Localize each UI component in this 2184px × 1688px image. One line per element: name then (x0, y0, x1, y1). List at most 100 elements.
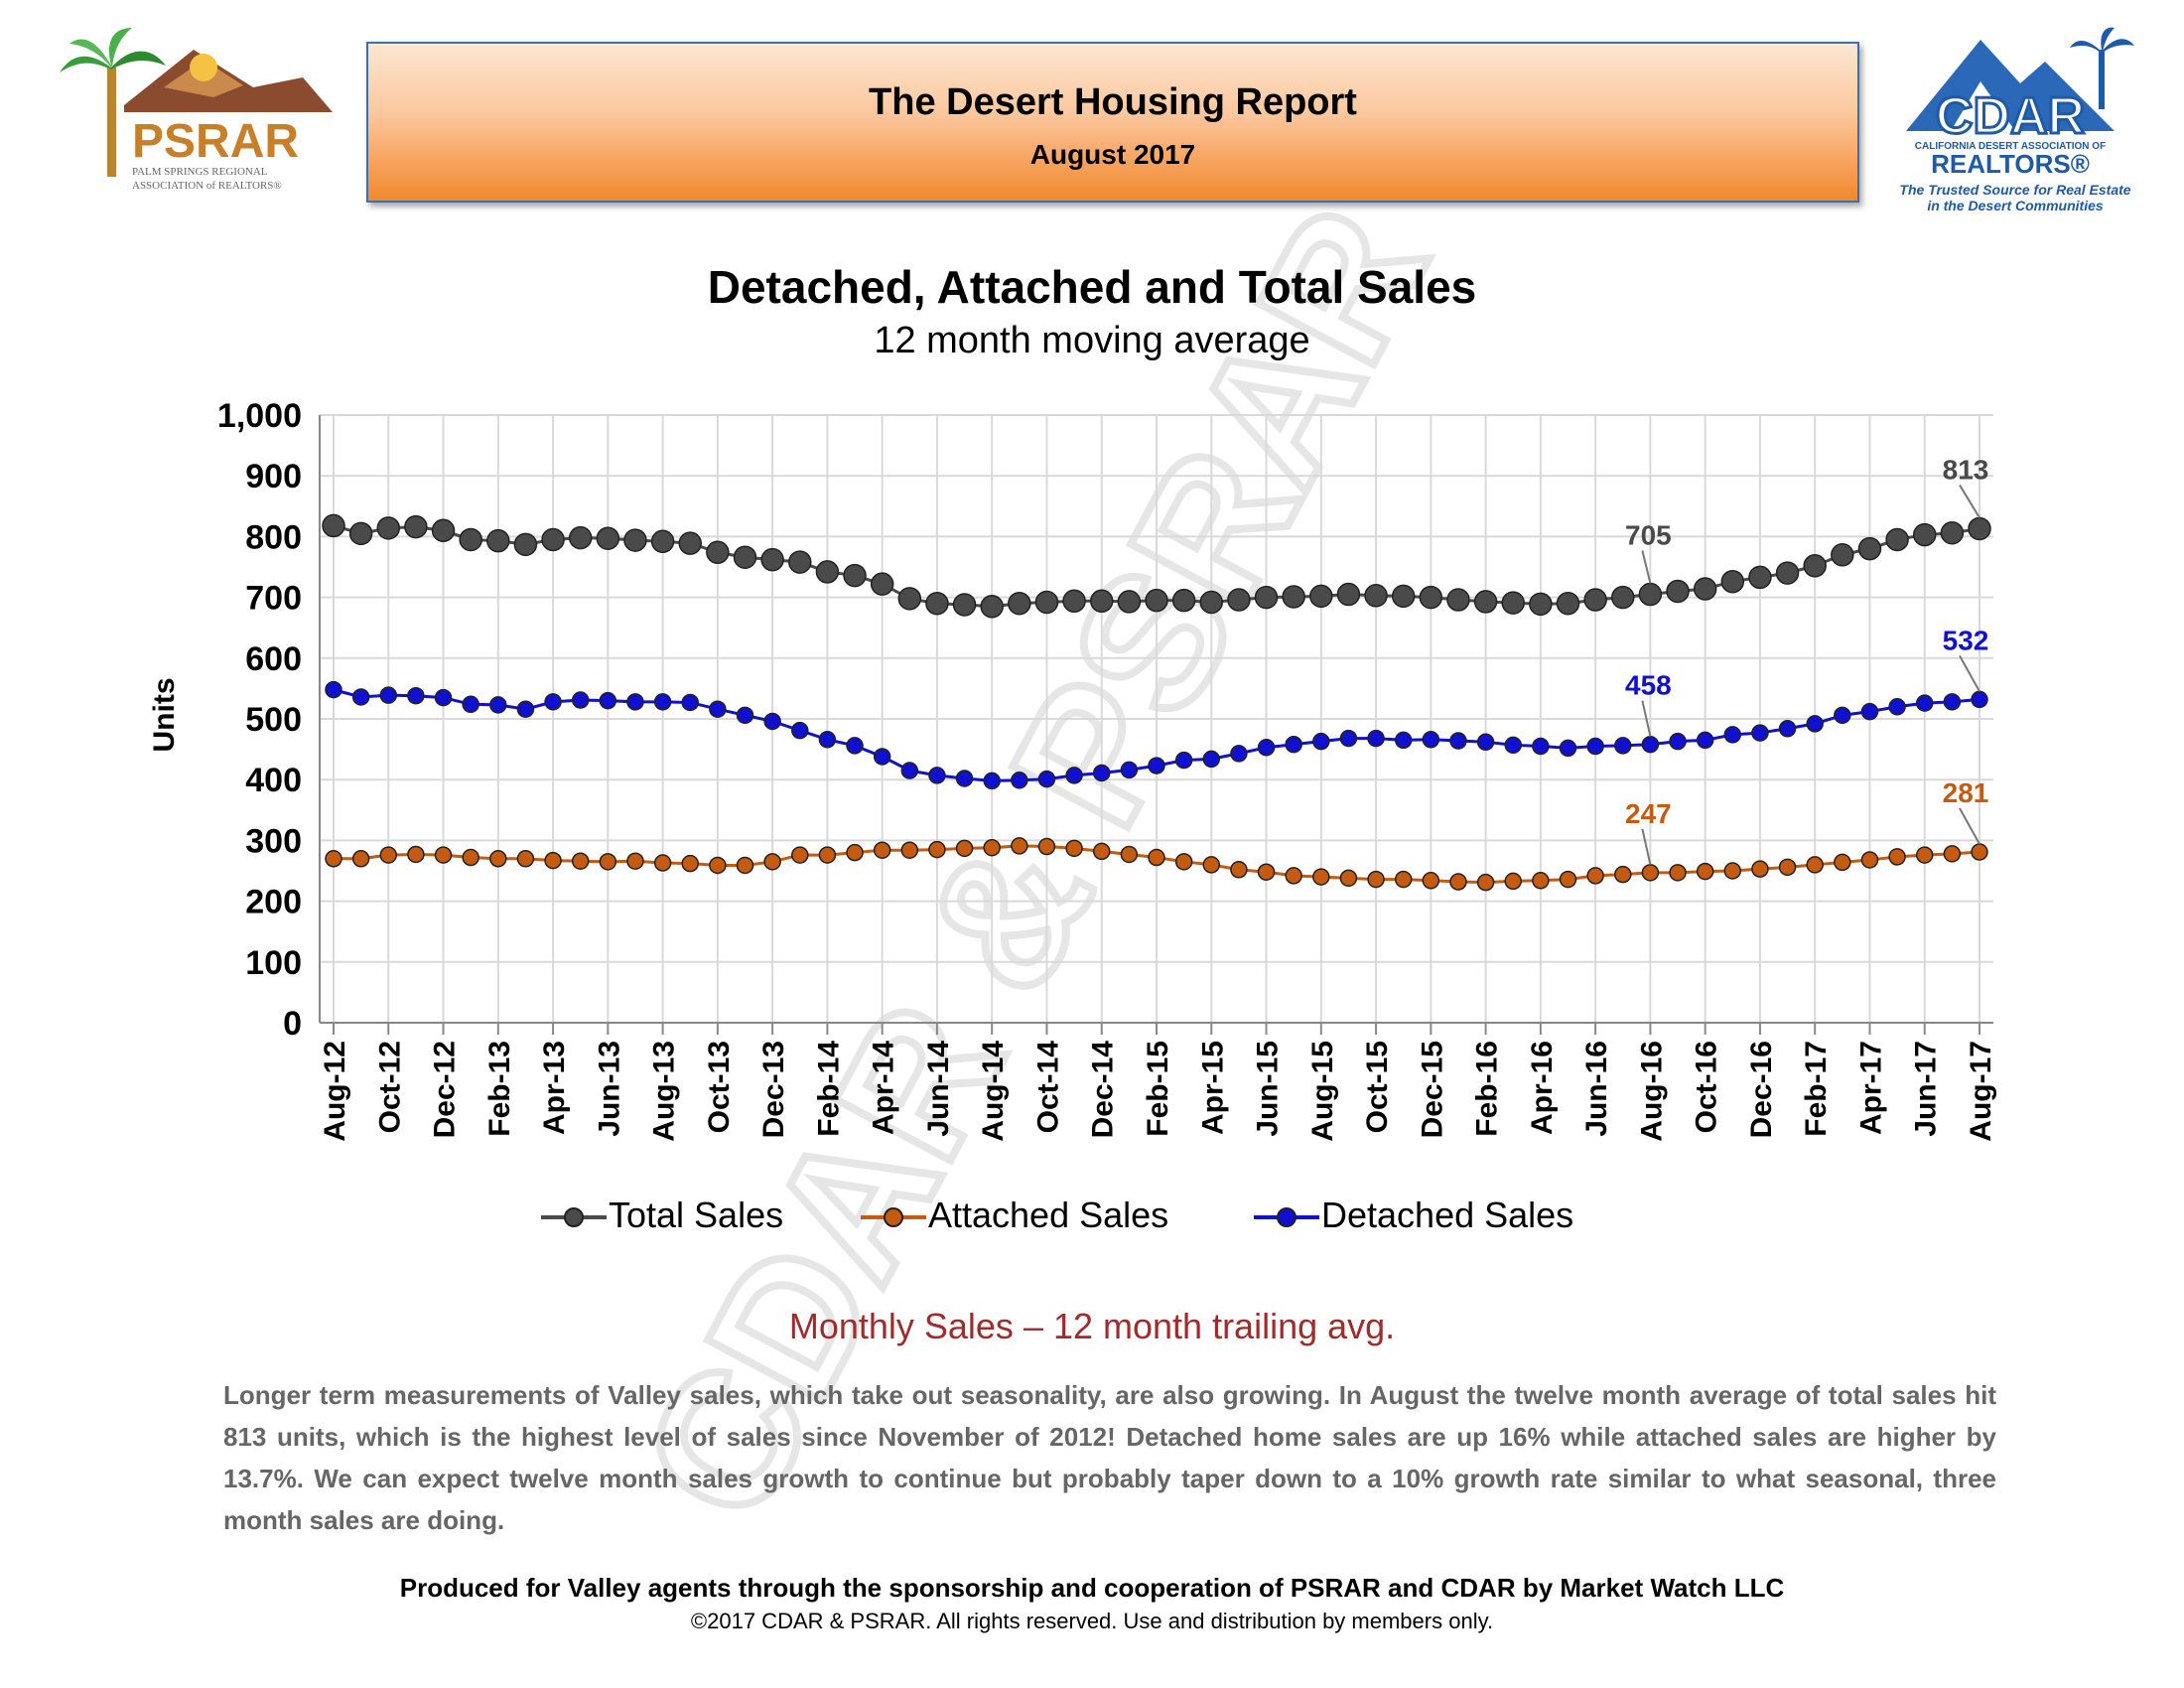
x-tick-label: Jun-13 (593, 1041, 625, 1137)
detached-point (736, 706, 754, 725)
x-tick-label: Apr-13 (538, 1041, 571, 1135)
label-leader-line (1959, 807, 1980, 845)
legend-label-attached: Attached Sales (928, 1195, 1169, 1235)
attached-point (1394, 870, 1413, 889)
attached-point (653, 854, 672, 872)
cdar-tagline-2: in the Desert Communities (1927, 198, 2104, 213)
detached-point (1915, 694, 1934, 712)
attached-point (1614, 865, 1632, 884)
detached-point (1971, 690, 1988, 709)
psrar-wordmark: PSRAR (132, 115, 299, 168)
detached-point (351, 688, 370, 706)
cdar-tagline: The Trusted Source for Real Estate in th… (1866, 182, 2164, 213)
x-tick-label: Dec-13 (757, 1041, 790, 1138)
attached-point (1037, 837, 1056, 856)
chart-title: Detached, Attached and Total Sales (707, 261, 1477, 313)
detached-point (1339, 729, 1358, 748)
y-axis: 0 100 200 300 400 500 600 700 800 900 1,000 (217, 397, 302, 1043)
total-point (322, 513, 345, 538)
x-tick-label: Oct-14 (1031, 1041, 1064, 1134)
attached-point (1834, 853, 1851, 872)
total-point (1968, 516, 1991, 541)
total-point (650, 529, 675, 554)
total-point (870, 572, 894, 596)
data-label-total: 813 (1943, 454, 1989, 485)
attached-point (489, 850, 507, 868)
total-point (1145, 588, 1168, 613)
x-tick-label: Feb-17 (1800, 1041, 1833, 1137)
attached-point (1449, 873, 1467, 891)
total-point (596, 526, 620, 550)
attached-point (1174, 853, 1193, 871)
data-label-total: 705 (1625, 520, 1672, 551)
attached-point (379, 846, 398, 864)
total-point (1171, 588, 1196, 613)
detached-point (1504, 736, 1522, 755)
cdar-tagline-1: The Trusted Source for Real Estate (1899, 182, 2131, 198)
attached-point (1971, 843, 1988, 861)
attached-point (1751, 860, 1769, 878)
label-leader-line (1641, 550, 1652, 584)
total-point (1940, 520, 1965, 545)
attached-point (1778, 858, 1797, 877)
detached-point (489, 696, 507, 714)
detached-point (1860, 702, 1879, 721)
total-point (1282, 585, 1305, 609)
detached-point (516, 700, 535, 718)
attached-point (1943, 845, 1962, 863)
total-point (980, 595, 1004, 619)
footer-copyright: ©2017 CDAR & PSRAR. All rights reserved.… (690, 1609, 1494, 1633)
total-point (1309, 584, 1333, 609)
attached-point (1148, 848, 1165, 867)
detached-point (1586, 737, 1604, 756)
x-tick-label: Oct-12 (373, 1041, 406, 1133)
detached-point (1092, 764, 1111, 782)
x-tick-label: Feb-14 (812, 1041, 845, 1137)
psrar-logo: PSRAR PALM SPRINGS REGIONAL ASSOCIATION … (55, 28, 342, 197)
total-point (1912, 522, 1937, 547)
x-tick-label: Feb-15 (1142, 1041, 1174, 1137)
x-tick-label: Apr-17 (1854, 1041, 1887, 1135)
attached-point (1669, 864, 1687, 882)
attached-point (351, 850, 370, 868)
detached-point (1641, 735, 1660, 754)
attached-point (1202, 856, 1221, 874)
detached-point (1148, 757, 1165, 774)
total-point (431, 518, 456, 543)
total-point (541, 527, 565, 552)
attached-point (407, 845, 425, 864)
total-point (513, 532, 538, 557)
detached-point (900, 762, 919, 779)
label-leader-line (1641, 700, 1652, 737)
cdar-logo: CDAR CALIFORNIA DESERT ASSOCIATION OF RE… (1886, 22, 2154, 220)
total-point (1748, 565, 1772, 590)
total-point (1885, 527, 1909, 552)
total-point (815, 560, 840, 584)
x-tick-label: Jun-15 (1252, 1041, 1285, 1137)
attached-point (1888, 848, 1906, 866)
total-point (1583, 588, 1607, 612)
detached-point (626, 693, 644, 711)
y-axis-title: Units (148, 678, 181, 753)
attached-point (1230, 861, 1248, 879)
x-tick-label: Aug-14 (977, 1041, 1010, 1142)
x-tick-label: Feb-16 (1471, 1041, 1504, 1137)
attached-point (599, 853, 617, 871)
attached-point (544, 851, 562, 870)
label-leader-line (1641, 828, 1652, 866)
attached-point (1641, 864, 1660, 882)
attached-point (1476, 873, 1495, 892)
detached-point (571, 691, 590, 709)
report-header: The Desert Housing Report August 2017 (366, 42, 1859, 203)
attached-point (873, 841, 891, 859)
detached-point (681, 693, 699, 712)
detached-point (955, 770, 974, 787)
attached-point (681, 854, 699, 873)
detached-point (928, 767, 946, 784)
palm-tree-icon (2070, 27, 2134, 109)
house-mountain-icon (1906, 40, 2115, 131)
detached-point (1669, 732, 1687, 751)
detached-point (462, 695, 479, 714)
detached-point (1422, 731, 1440, 749)
